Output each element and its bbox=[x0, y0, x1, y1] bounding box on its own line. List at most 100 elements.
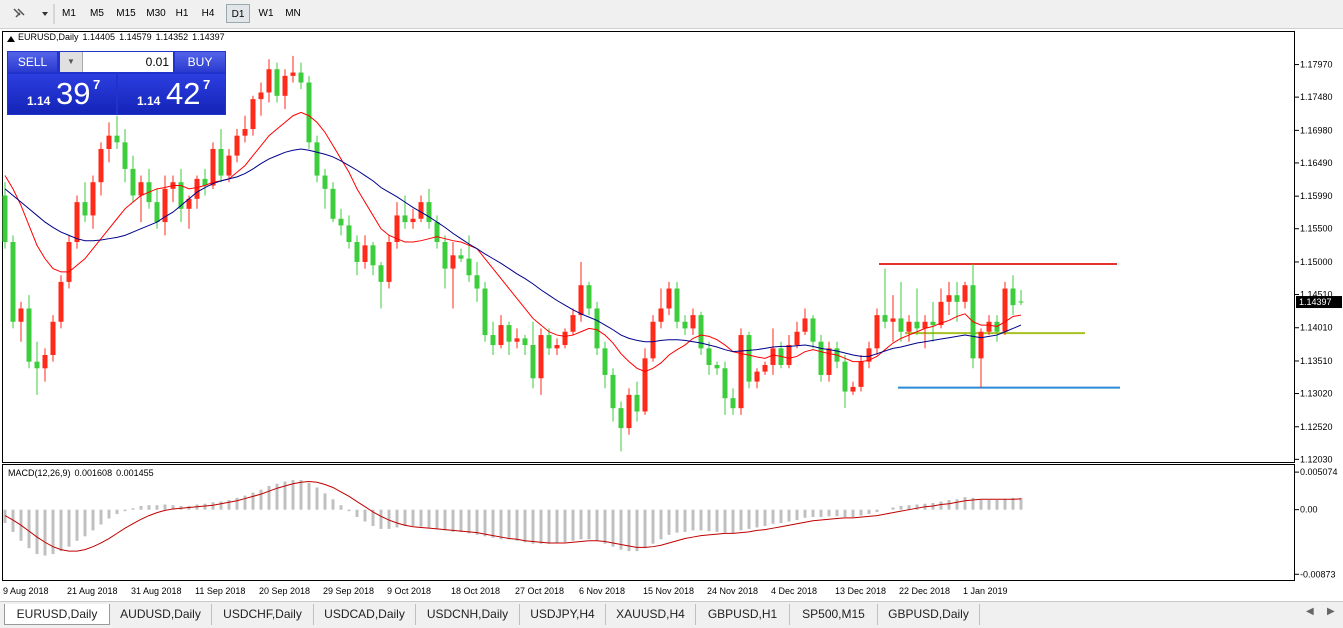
buy-button[interactable]: BUY bbox=[175, 52, 225, 72]
chart-tab[interactable]: EURUSD,Daily bbox=[4, 604, 110, 625]
timeframe-button[interactable]: H4 bbox=[201, 8, 215, 19]
candle-body bbox=[706, 348, 712, 365]
candle-body bbox=[298, 72, 304, 83]
candle-body bbox=[410, 218, 416, 223]
x-tick-label: 21 Aug 2018 bbox=[67, 586, 118, 596]
chart-tab[interactable]: XAUUSD,H4 bbox=[606, 604, 696, 625]
candle-body bbox=[114, 135, 120, 143]
chart-tab[interactable]: GBPUSD,Daily bbox=[878, 604, 980, 625]
candle-body bbox=[434, 222, 440, 243]
candle-body bbox=[722, 368, 728, 399]
candle-body bbox=[506, 325, 512, 342]
x-tick-label: 9 Aug 2018 bbox=[3, 586, 49, 596]
candle-body bbox=[610, 374, 616, 409]
candle-body bbox=[1018, 301, 1024, 303]
chart-tab[interactable]: AUDUSD,Daily bbox=[110, 604, 212, 625]
chart-title: EURUSD,Daily bbox=[18, 32, 79, 42]
candle-body bbox=[626, 394, 632, 429]
timeframe-button[interactable]: MN bbox=[285, 8, 301, 19]
candle-body bbox=[810, 318, 816, 342]
y-tick-label: 1.15000 bbox=[1300, 257, 1333, 267]
candle-body bbox=[698, 315, 704, 349]
y-tick-label: 1.14510 bbox=[1300, 290, 1333, 300]
candle-body bbox=[322, 175, 328, 189]
chart-tab[interactable]: USDCNH,Daily bbox=[416, 604, 520, 625]
candle-body bbox=[66, 242, 72, 282]
x-tick-label: 4 Dec 2018 bbox=[771, 586, 817, 596]
candle-body bbox=[674, 288, 680, 322]
collapse-icon[interactable] bbox=[7, 36, 15, 42]
chart-tab[interactable]: USDCHF,Daily bbox=[212, 604, 314, 625]
price-marker-label: 1.14397 bbox=[1299, 297, 1332, 307]
price-prefix: 1.14 bbox=[27, 94, 51, 108]
candle-body bbox=[154, 202, 160, 223]
lot-down[interactable]: ▼ bbox=[60, 52, 83, 72]
sell-price[interactable]: 1.14 39 7 bbox=[8, 74, 116, 114]
candle-body bbox=[746, 335, 752, 382]
one-click-panel: SELL ▼ 0.01 BUY 1.14 39 7 1.14 42 7 bbox=[7, 51, 226, 115]
y-tick-label: 1.13020 bbox=[1300, 389, 1333, 399]
candle-body bbox=[362, 245, 368, 262]
timeframe-button[interactable]: H1 bbox=[175, 8, 189, 19]
candle-body bbox=[682, 321, 688, 329]
x-tick-label: 9 Oct 2018 bbox=[387, 586, 431, 596]
candle-body bbox=[138, 182, 144, 196]
candle-body bbox=[202, 178, 208, 186]
timeframe-button[interactable]: M1 bbox=[62, 8, 76, 19]
chart-tab[interactable]: GBPUSD,H1 bbox=[696, 604, 790, 625]
x-tick-label: 6 Nov 2018 bbox=[579, 586, 625, 596]
toolbar-icon[interactable] bbox=[8, 0, 58, 28]
chart-tab[interactable]: SP500,M15 bbox=[790, 604, 878, 625]
moving-average bbox=[4, 111, 1022, 373]
lot-input[interactable]: 0.01 bbox=[145, 55, 169, 69]
candle-body bbox=[194, 178, 200, 199]
tab-scroll-right[interactable]: ▶ bbox=[1327, 606, 1335, 617]
macd-title: MACD(12,26,9) bbox=[8, 468, 71, 478]
chart-tab[interactable]: USDJPY,H4 bbox=[520, 604, 606, 625]
candle-body bbox=[786, 345, 792, 365]
buy-price[interactable]: 1.14 42 7 bbox=[118, 74, 225, 114]
y-tick-label: 0.005074 bbox=[1300, 467, 1338, 477]
candle-body bbox=[650, 321, 656, 359]
tab-bar: ◀ ▶ EURUSD,Daily AUDUSD,Daily USDCHF,Daily… bbox=[0, 601, 1343, 628]
moving-average bbox=[4, 148, 1022, 357]
candle-body bbox=[538, 335, 544, 379]
candle-body bbox=[730, 398, 736, 409]
price-fraction: 7 bbox=[93, 77, 101, 92]
chart-background bbox=[0, 29, 1343, 601]
candle-body bbox=[1010, 288, 1016, 306]
x-tick-label: 18 Oct 2018 bbox=[451, 586, 500, 596]
candle-body bbox=[306, 82, 312, 143]
candle-body bbox=[418, 202, 424, 219]
candle-body bbox=[290, 72, 296, 76]
timeframe-button[interactable]: W1 bbox=[258, 8, 274, 19]
candle-body bbox=[450, 255, 456, 269]
candle-body bbox=[986, 321, 992, 332]
timeframe-button[interactable]: M30 bbox=[146, 8, 166, 19]
candle-body bbox=[314, 142, 320, 176]
candle-body bbox=[770, 348, 776, 365]
candle-body bbox=[346, 225, 352, 243]
y-tick-label: 1.15500 bbox=[1300, 224, 1333, 234]
chart-tab[interactable]: USDCAD,Daily bbox=[314, 604, 416, 625]
candle-body bbox=[738, 335, 744, 409]
candle-body bbox=[586, 285, 592, 309]
lot-spinner: ▼ 0.01 bbox=[60, 52, 173, 72]
candle-body bbox=[578, 285, 584, 316]
candle-body bbox=[386, 242, 392, 282]
timeframe-button[interactable]: D1 bbox=[226, 4, 250, 23]
timeframe-button[interactable]: M15 bbox=[116, 8, 136, 19]
tab-scroll-left[interactable]: ◀ bbox=[1306, 606, 1314, 617]
candle-body bbox=[666, 288, 672, 309]
y-tick-label: 1.15990 bbox=[1300, 191, 1333, 201]
candle-body bbox=[90, 182, 96, 216]
y-tick-label: 1.13510 bbox=[1300, 356, 1333, 366]
candle-body bbox=[442, 242, 448, 269]
sell-button[interactable]: SELL bbox=[8, 52, 57, 72]
candle-body bbox=[354, 242, 360, 262]
price-pane bbox=[2, 31, 1295, 463]
candle-body bbox=[82, 202, 88, 216]
candle-body bbox=[242, 129, 248, 136]
timeframe-button[interactable]: M5 bbox=[90, 8, 104, 19]
